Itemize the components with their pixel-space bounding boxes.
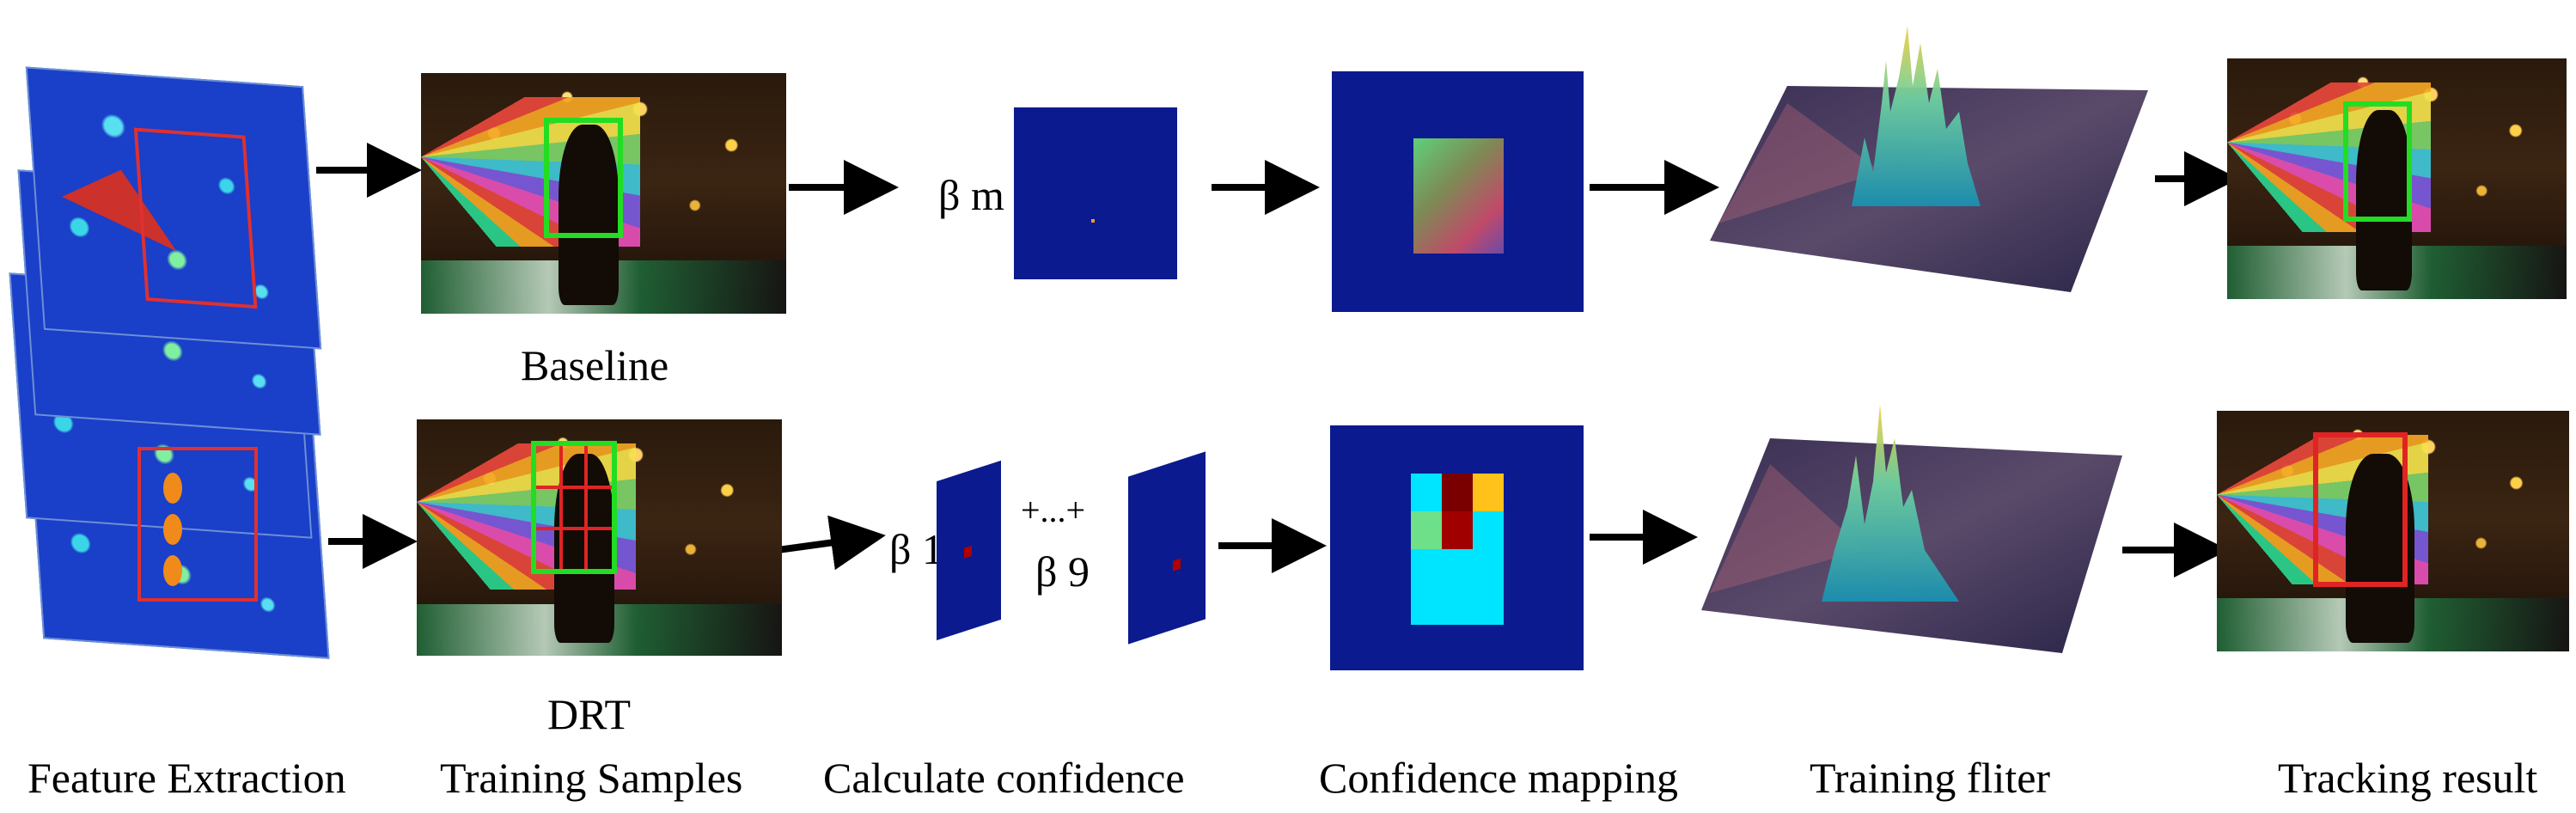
baseline-confidence-mapping [1332,71,1584,312]
filter-peaks [1822,404,1959,602]
grid-cell-4 [1411,511,1442,549]
feature-target-box-bottom [137,447,258,602]
grid-cell-12 [1473,587,1504,625]
drt-confidence-mapping [1330,425,1584,670]
drt-sample-image [417,419,782,656]
grid-cell-3 [1473,474,1504,511]
baseline-filter-surface [1710,26,2148,292]
performer [559,125,619,305]
filter-rays [1718,103,1882,223]
drt-result-red-box [2313,432,2408,587]
baseline-result-green-box [2343,101,2412,222]
grid-cell-8 [1442,549,1473,587]
drt-mapping-grid [1411,474,1504,625]
grid-cell-1 [1411,474,1442,511]
feature-map-bottom-overlay [52,413,309,636]
drt-red-grid [536,446,612,569]
grid-cell-11 [1442,587,1473,625]
beta-9-label: β 9 [1035,547,1090,596]
baseline-green-box [544,118,623,238]
arrow-drt-to-confidence [777,515,886,571]
stage-tracking-result: Tracking result [2278,754,2538,802]
stage-training-filter: Training fliter [1810,754,2051,802]
grid-cell-9 [1473,549,1504,587]
filter-rays [1710,464,1865,593]
feature-blob-3 [163,555,182,586]
drt-tracking-result [2217,411,2569,651]
feature-blob-2 [163,514,182,545]
confidence-peak-dot [1091,219,1095,223]
grid-cell-2 [1442,474,1473,511]
drt-confidence-map-9 [1128,451,1206,645]
baseline-sample-image [421,73,786,314]
confidence-peak-dot-9 [1173,558,1181,572]
baseline-tracking-result [2227,58,2567,299]
confidence-peak-dot-1 [964,545,972,559]
drt-green-box [531,441,617,574]
performer [2356,110,2412,290]
beta-m-label: β m [938,171,1004,219]
stage-calculate-confidence: Calculate confidence [823,754,1185,802]
beta-1-label: β 1 [889,525,943,573]
plus-dots-label: +...+ [1021,491,1086,529]
grid-cell-6 [1473,511,1504,549]
drt-filter-surface [1701,404,2122,653]
feature-blob-1 [163,473,182,504]
filter-peaks [1852,26,1981,206]
baseline-label: Baseline [521,341,669,389]
grid-cell-7 [1411,549,1442,587]
stage-feature-extraction: Feature Extraction [27,754,346,802]
grid-cell-5 [1442,511,1473,549]
drt-label: DRT [547,690,631,738]
stage-training-samples: Training Samples [440,754,743,802]
drt-confidence-map-1 [937,460,1001,641]
grid-cell-10 [1411,587,1442,625]
baseline-mapping-gradient [1413,138,1504,254]
baseline-confidence-map [1014,107,1177,279]
stage-confidence-mapping: Confidence mapping [1319,754,1678,802]
